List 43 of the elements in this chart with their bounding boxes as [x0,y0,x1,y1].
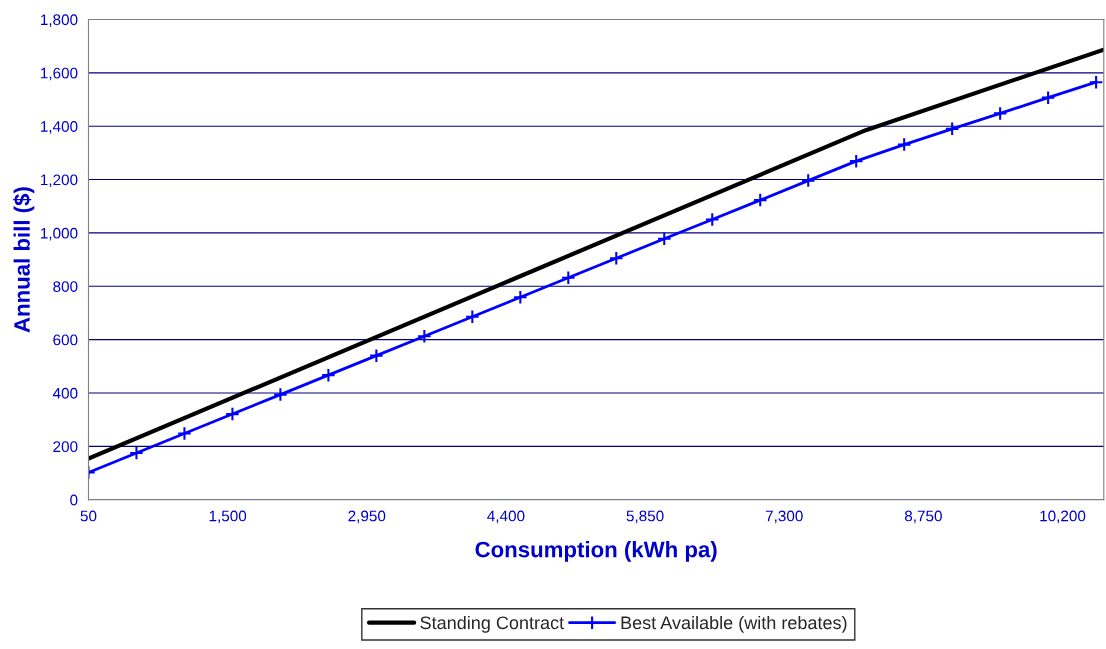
legend-label: Standing Contract [420,615,564,633]
y-axis-title: Annual bill ($) [13,187,35,333]
x-tick-label: 8,750 [904,510,942,524]
y-tick-label: 600 [53,334,78,346]
point [609,250,624,266]
y-tick-label: 200 [53,441,78,453]
x-tick-label: 10,200 [1040,510,1086,524]
point [848,153,864,169]
y-tick-label: 1,400 [41,121,78,134]
point [129,445,144,461]
point [369,348,384,363]
point [896,137,912,152]
point [1040,90,1056,105]
y-tick-label: 1,000 [41,227,78,241]
x-tick-label: 2,950 [348,510,386,524]
point [225,406,240,422]
point [704,212,720,227]
legend-label: Best Available (with rebates) [621,615,847,633]
point [513,289,528,305]
point [800,173,816,188]
point [1088,74,1104,90]
point [752,192,768,208]
x-tick-label: 4,400 [487,510,525,524]
x-tick-label: 7,300 [765,510,803,524]
y-tick-label: 0 [70,494,78,506]
point [992,106,1008,121]
y-tick-label: 1,800 [41,14,78,27]
y-tick-label: 400 [52,387,78,399]
point [321,367,336,383]
x-tick-label: 1,500 [209,510,247,524]
point [656,231,672,247]
y-tick-label: 1,200 [41,174,78,188]
point [273,387,288,402]
x-tick-label: 50 [80,510,97,522]
point [465,309,480,324]
point [177,426,192,441]
y-tick-label: 1,600 [41,67,78,81]
point [561,270,576,286]
x-axis-title: Consumption (kWh pa) [475,541,717,562]
x-tick-label: 5,850 [626,510,664,524]
y-tick-label: 800 [53,281,78,292]
point [944,121,960,137]
point [417,328,432,344]
